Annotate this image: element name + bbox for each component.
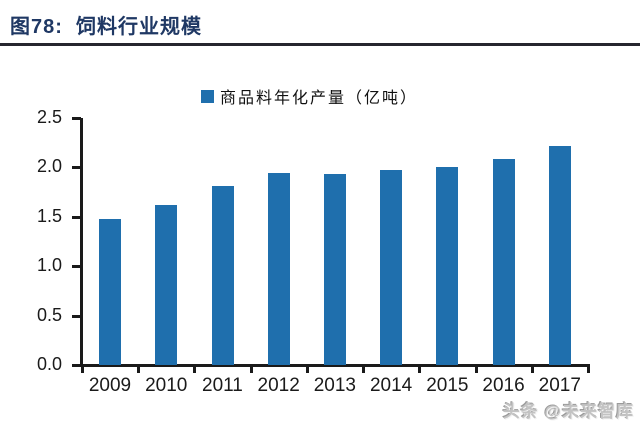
x-axis-tick xyxy=(137,365,141,373)
x-axis-tick xyxy=(587,365,590,373)
watermark: 头条 @未来智库 xyxy=(502,402,634,421)
x-axis-tick xyxy=(362,365,366,373)
x-tick-label: 2013 xyxy=(313,375,357,396)
y-tick-label: 0.0 xyxy=(36,354,62,374)
y-axis-tick xyxy=(72,215,81,219)
x-tick-label: 2011 xyxy=(202,375,243,396)
x-tick-label: 2009 xyxy=(88,375,132,396)
figure-title: 图78: 饲料行业规模 xyxy=(10,16,203,38)
x-tick-label: 2010 xyxy=(145,375,188,396)
legend-swatch-icon xyxy=(201,89,214,103)
bar-2009 xyxy=(99,218,122,365)
legend-label: 商品料年化产量（亿吨） xyxy=(220,90,419,107)
y-axis-tick xyxy=(72,364,81,367)
x-tick-label: 2012 xyxy=(257,375,300,396)
y-tick-label: 1.5 xyxy=(36,205,62,226)
bar-2017 xyxy=(548,145,571,365)
x-axis-tick xyxy=(418,365,422,373)
x-axis-line xyxy=(80,364,590,367)
bar-2011 xyxy=(211,186,234,365)
y-tick-label: 1.0 xyxy=(36,255,62,276)
x-tick-label: 2016 xyxy=(482,375,525,396)
y-axis-tick xyxy=(72,117,81,120)
bar-2012 xyxy=(267,173,290,365)
x-tick-label: 2014 xyxy=(369,375,413,396)
y-tick-label: 0.5 xyxy=(36,304,62,325)
title-underline xyxy=(0,43,640,46)
y-axis-tick xyxy=(72,265,81,269)
y-axis-line xyxy=(80,118,83,367)
bar-2013 xyxy=(324,174,346,365)
x-axis-tick xyxy=(81,365,84,373)
x-tick-label: 2017 xyxy=(538,375,581,396)
bar-2016 xyxy=(492,158,515,365)
bar-2010 xyxy=(155,204,178,365)
x-axis-tick xyxy=(193,365,197,373)
y-tick-label: 2.0 xyxy=(36,156,62,177)
bar-2015 xyxy=(436,167,459,365)
bar-2014 xyxy=(380,170,403,365)
x-axis-tick xyxy=(305,365,309,373)
x-axis-tick xyxy=(474,365,478,373)
x-axis-tick xyxy=(530,365,534,373)
x-axis-tick xyxy=(249,365,253,373)
y-axis-tick xyxy=(72,166,81,170)
x-tick-label: 2015 xyxy=(426,375,469,396)
y-tick-label: 2.5 xyxy=(36,107,62,127)
y-axis-tick xyxy=(72,314,81,318)
chart-legend: 商品料年化产量（亿吨） xyxy=(201,84,418,108)
